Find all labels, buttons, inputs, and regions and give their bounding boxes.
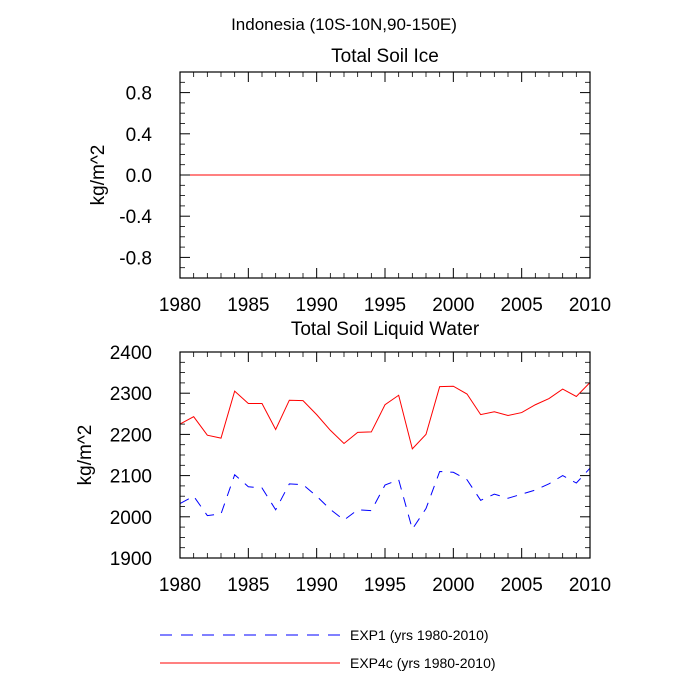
y-tick-label: -0.8 <box>119 248 152 269</box>
panel-total-soil-liquid-water: Total Soil Liquid Water 1980 1985 1990 1995… <box>75 319 611 596</box>
plot-frame <box>179 351 591 559</box>
y-tick-label: 2200 <box>110 425 152 446</box>
panel-title: Total Soil Ice <box>331 46 439 67</box>
y-axis-label: kg/m^2 <box>88 145 109 206</box>
figure-title: Indonesia (10S-10N,90-150E) <box>231 15 457 34</box>
y-axis-label: kg/m^2 <box>75 425 96 486</box>
legend: EXP1 (yrs 1980-2010) EXP4c (yrs 1980-201… <box>160 627 496 671</box>
x-tick-label: 1995 <box>364 295 406 316</box>
x-tick-label: 1985 <box>227 575 269 596</box>
x-tick-label: 2000 <box>432 575 474 596</box>
x-tick-label: 1990 <box>296 295 338 316</box>
series-line-exp1 <box>179 467 591 531</box>
y-tick-label: 1900 <box>110 549 152 570</box>
y-tick-label: 0.4 <box>126 125 153 146</box>
y-tick-label: 2300 <box>110 384 152 405</box>
x-tick-label: 1995 <box>364 575 406 596</box>
panel-title: Total Soil Liquid Water <box>291 319 480 340</box>
x-tick-label: 2010 <box>569 575 611 596</box>
y-tick-label: 0.8 <box>126 84 152 105</box>
y-tick-label: 0.0 <box>126 166 152 187</box>
x-tick-label: 2000 <box>432 295 474 316</box>
legend-label-exp4c: EXP4c (yrs 1980-2010) <box>350 655 496 671</box>
x-tick-label: 1990 <box>296 575 338 596</box>
series-line-exp4c <box>179 382 591 450</box>
y-tick-label: 2000 <box>110 508 152 529</box>
legend-label-exp1: EXP1 (yrs 1980-2010) <box>350 627 489 643</box>
x-tick-label: 2005 <box>501 575 543 596</box>
x-tick-label: 1980 <box>159 295 201 316</box>
y-tick-label: -0.4 <box>119 207 152 228</box>
x-tick-label: 1980 <box>159 575 201 596</box>
x-tick-label: 1985 <box>227 295 269 316</box>
y-tick-label: 2100 <box>110 467 152 488</box>
panel-total-soil-ice: Total Soil Ice 1980 1985 1990 1995 2000 2005 2… <box>88 46 611 316</box>
x-tick-label: 2005 <box>501 295 543 316</box>
y-tick-label: 2400 <box>110 343 152 364</box>
x-tick-label: 2010 <box>569 295 611 316</box>
